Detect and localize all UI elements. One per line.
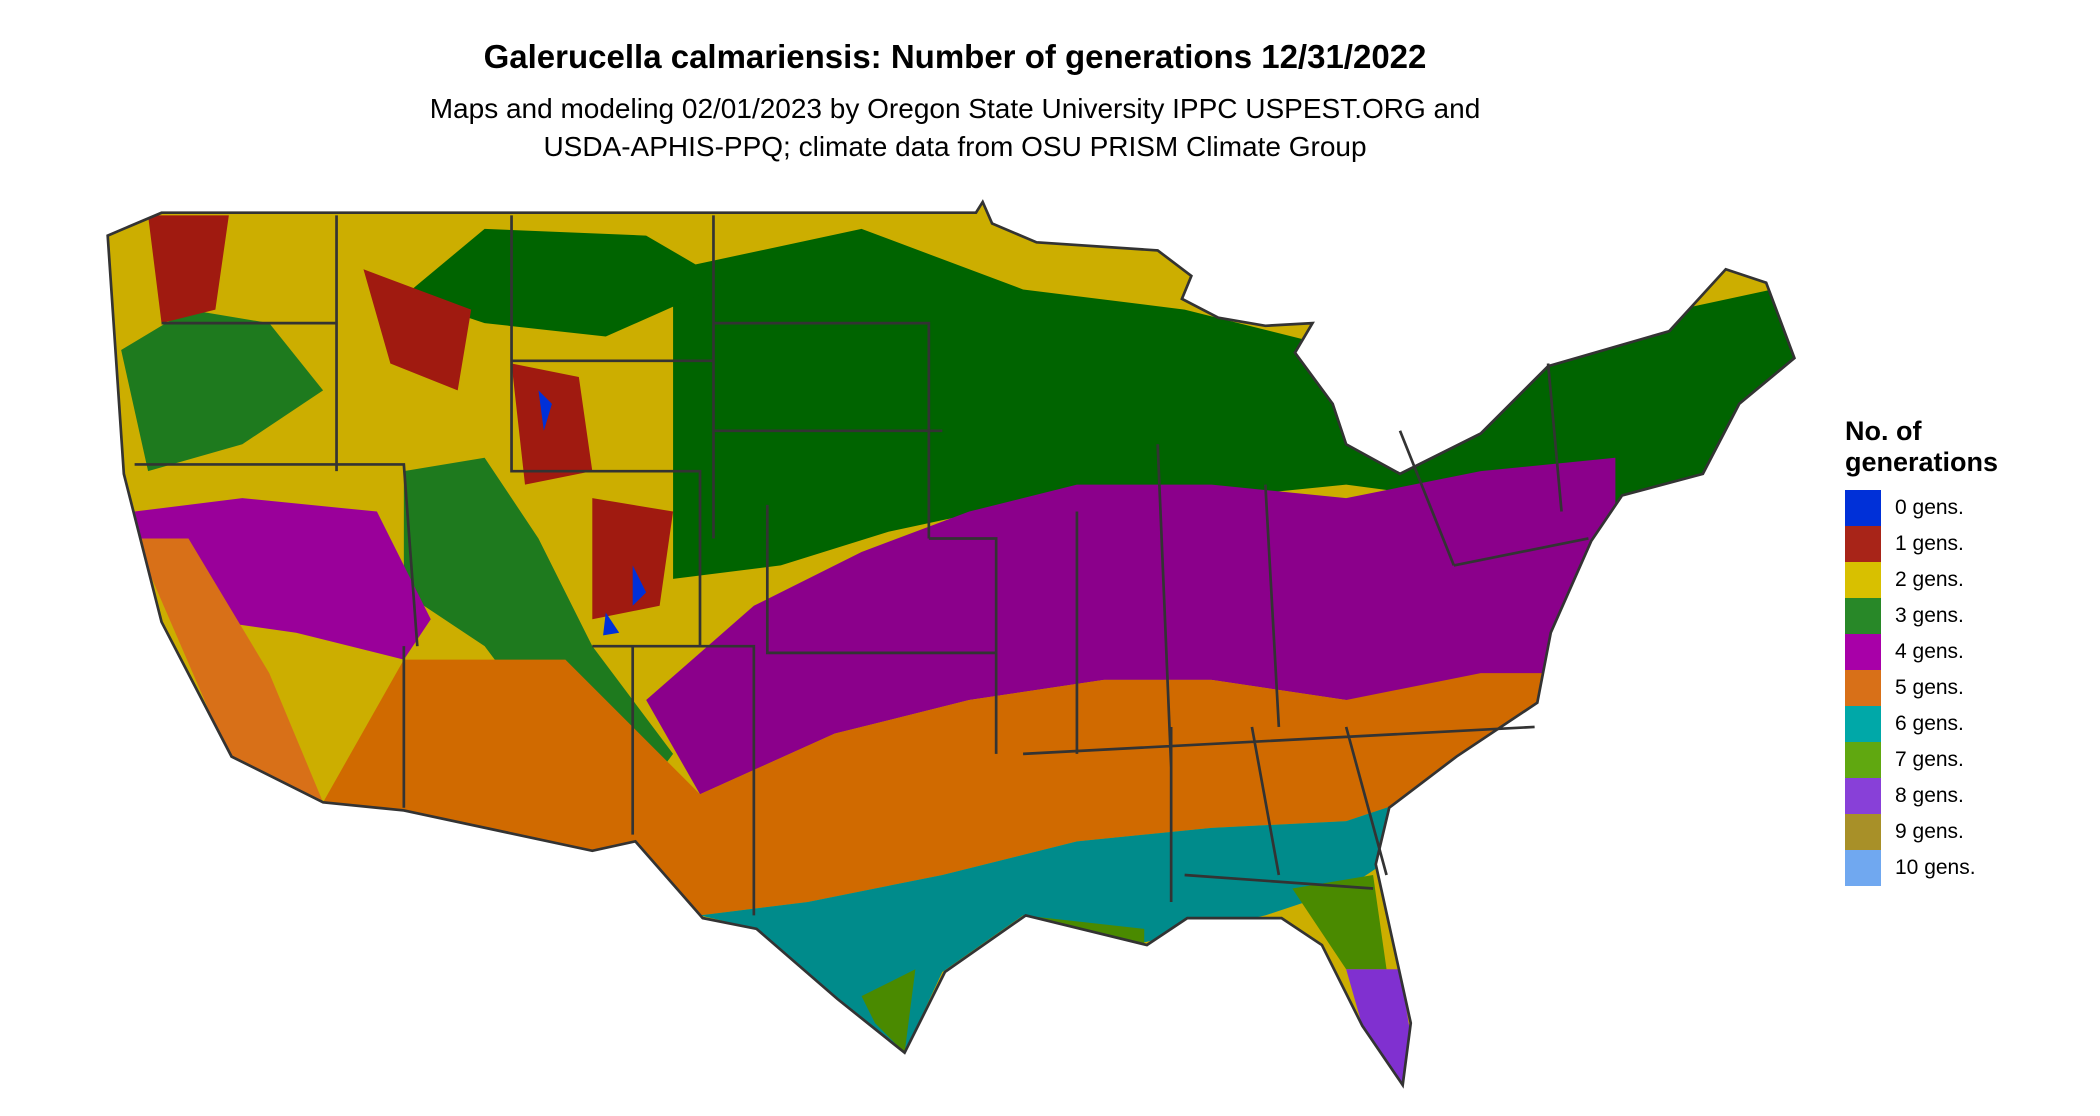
legend-swatch <box>1845 814 1881 850</box>
legend-item: 2 gens. <box>1845 562 2045 598</box>
legend-item: 5 gens. <box>1845 670 2045 706</box>
legend-item: 9 gens. <box>1845 814 2045 850</box>
legend-item: 3 gens. <box>1845 598 2045 634</box>
legend-item: 1 gens. <box>1845 526 2045 562</box>
legend-swatch <box>1845 598 1881 634</box>
legend-label: 4 gens. <box>1895 640 1964 663</box>
legend-items: 0 gens. 1 gens. 2 gens. 3 gens. 4 gens. 5 gen… <box>1845 490 2045 886</box>
legend-swatch <box>1845 850 1881 886</box>
state-borders <box>106 200 1796 1087</box>
legend-title: No. of generations <box>1845 416 2045 478</box>
legend-label: 9 gens. <box>1895 820 1964 843</box>
legend-swatch <box>1845 778 1881 814</box>
legend-swatch <box>1845 490 1881 526</box>
legend-label: 5 gens. <box>1895 676 1964 699</box>
legend-swatch <box>1845 562 1881 598</box>
legend-title-line-1: No. of <box>1845 416 1922 446</box>
legend-title-line-2: generations <box>1845 447 1999 477</box>
legend-label: 1 gens. <box>1895 532 1964 555</box>
zone-7-gens <box>861 875 1387 1053</box>
legend-item: 10 gens. <box>1845 850 2045 886</box>
legend-item: 7 gens. <box>1845 742 2045 778</box>
legend: No. of generations 0 gens. 1 gens. 2 gens.… <box>1845 416 2045 886</box>
legend-swatch <box>1845 742 1881 778</box>
zone-8-gens <box>1346 969 1411 1086</box>
zone-3-gens-north <box>403 228 727 337</box>
legend-swatch <box>1845 670 1881 706</box>
legend-label: 7 gens. <box>1895 748 1964 771</box>
legend-label: 10 gens. <box>1895 856 1976 879</box>
legend-swatch <box>1845 706 1881 742</box>
zone-1-gens <box>148 215 674 620</box>
legend-label: 3 gens. <box>1895 604 1964 627</box>
legend-item: 8 gens. <box>1845 778 2045 814</box>
zone-3-gens-west <box>121 309 324 472</box>
zone-5-gens-coast <box>134 538 324 803</box>
legend-item: 0 gens. <box>1845 490 2045 526</box>
map-title: Galerucella calmariensis: Number of gene… <box>483 38 1427 75</box>
legend-item: 4 gens. <box>1845 634 2045 670</box>
zone-4-gens <box>646 457 1616 795</box>
map-subtitle-line-1: Maps and modeling 02/01/2023 by Oregon S… <box>429 93 1481 124</box>
legend-label: 8 gens. <box>1895 784 1964 807</box>
legend-label: 2 gens. <box>1895 568 1964 591</box>
legend-swatch <box>1845 634 1881 670</box>
legend-swatch <box>1845 526 1881 562</box>
legend-item: 6 gens. <box>1845 706 2045 742</box>
legend-label: 0 gens. <box>1895 496 1964 519</box>
legend-label: 6 gens. <box>1895 712 1964 735</box>
map-subtitle-line-2: USDA-APHIS-PPQ; climate data from OSU PR… <box>543 131 1367 162</box>
